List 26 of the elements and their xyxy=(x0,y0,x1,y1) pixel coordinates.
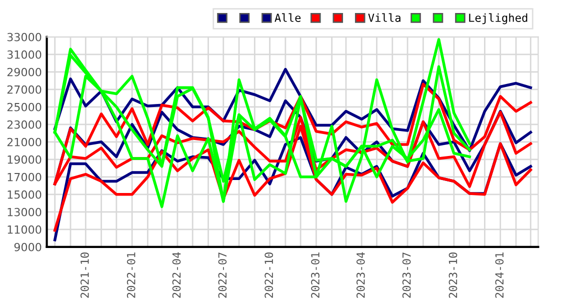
x-tick-label: 2022-07 xyxy=(218,252,227,298)
y-tick-label: 9000 xyxy=(14,242,42,252)
x-tick-label: 2023-10 xyxy=(448,252,458,298)
x-tick-label: 2021-10 xyxy=(80,252,89,298)
y-tick-label: 13000 xyxy=(8,208,42,216)
x-tick-label: 2023-04 xyxy=(356,252,365,298)
y-tick-label: 33000 xyxy=(7,32,42,42)
y-tick-label: 23000 xyxy=(7,120,42,129)
x-tick-label: 2023-07 xyxy=(402,252,411,298)
y-tick-label: 17000 xyxy=(8,172,42,182)
legend-label: Villa xyxy=(368,13,400,22)
y-tick-label: 29000 xyxy=(7,68,42,76)
y-tick-label: 15000 xyxy=(8,190,42,199)
y-tick-label: 27000 xyxy=(7,85,42,94)
x-tick-label: 2022-04 xyxy=(172,252,181,298)
y-tick-label: 19000 xyxy=(8,155,42,164)
x-tick-label: 2022-01 xyxy=(126,252,136,298)
x-tick-label: 2023-01 xyxy=(311,252,320,298)
y-tick-label: 25000 xyxy=(7,102,42,112)
y-tick-label: 11000 xyxy=(8,225,42,234)
legend-label: Alle xyxy=(274,13,301,22)
x-tick-label: 2022-10 xyxy=(264,252,274,298)
x-tick-label: 2024-01 xyxy=(495,252,504,298)
legend-label: Lejlighed xyxy=(469,13,528,24)
y-tick-label: 31000 xyxy=(7,50,42,59)
y-tick-label: 21000 xyxy=(7,138,42,146)
